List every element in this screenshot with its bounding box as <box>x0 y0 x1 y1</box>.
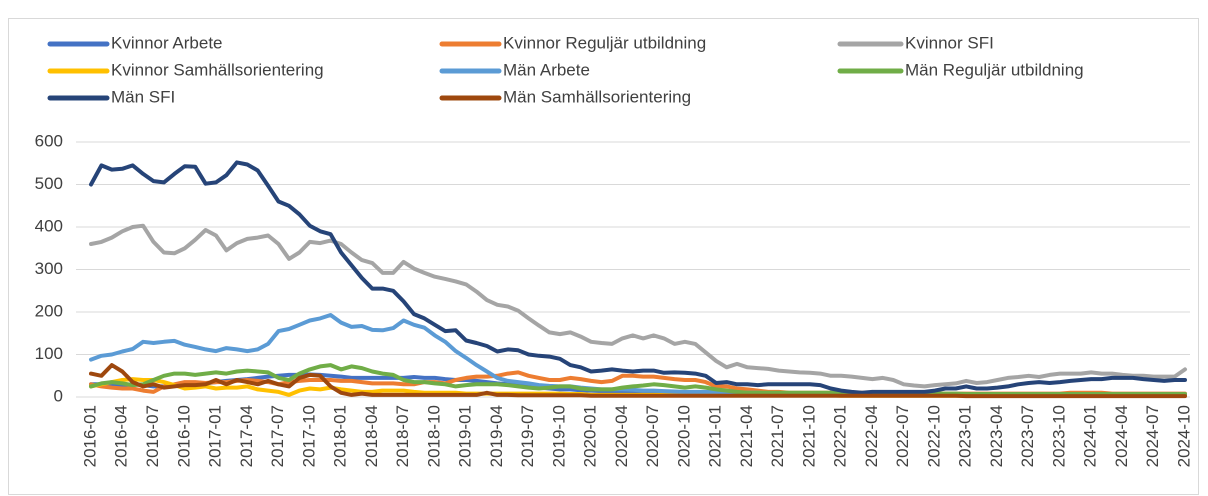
chart-frame <box>8 18 1199 495</box>
y-tick-label: 500 <box>35 174 63 193</box>
x-tick-label: 2023-01 <box>956 405 975 467</box>
series-line <box>89 223 1187 389</box>
x-tick-label: 2017-10 <box>299 405 318 467</box>
x-tick-label: 2019-07 <box>518 405 537 467</box>
series-line <box>89 363 1187 399</box>
x-tick-label: 2024-07 <box>1143 405 1162 467</box>
x-tick-label: 2023-04 <box>987 405 1006 467</box>
legend-label: Män Reguljär utbildning <box>905 60 1084 79</box>
series-line <box>89 363 1187 396</box>
x-tick-label: 2020-10 <box>674 405 693 467</box>
x-tick-label: 2018-10 <box>424 405 443 467</box>
x-tick-label: 2018-04 <box>362 405 381 467</box>
y-tick-label: 200 <box>35 301 63 320</box>
y-tick-label: 100 <box>35 344 63 363</box>
legend-label: Kvinnor SFI <box>905 33 994 52</box>
x-tick-label: 2016-10 <box>174 405 193 467</box>
x-tick-label: 2017-01 <box>206 405 225 467</box>
legend-label: Kvinnor Reguljär utbildning <box>503 33 706 52</box>
x-tick-label: 2021-10 <box>799 405 818 467</box>
legend-label: Kvinnor Samhällsorientering <box>111 60 324 79</box>
series-line <box>89 160 1187 395</box>
legend-label: Män Samhällsorientering <box>503 87 691 106</box>
x-tick-label: 2021-04 <box>737 405 756 467</box>
x-tick-label: 2016-07 <box>143 405 162 467</box>
y-tick-label: 300 <box>35 259 63 278</box>
x-tick-label: 2024-04 <box>1112 405 1131 467</box>
y-tick-label: 600 <box>35 131 63 150</box>
x-tick-label: 2020-01 <box>581 405 600 467</box>
x-tick-label: 2022-01 <box>831 405 850 467</box>
x-tick-label: 2016-01 <box>80 405 99 467</box>
legend-label: Män SFI <box>111 87 175 106</box>
x-tick-label: 2017-04 <box>237 405 256 467</box>
x-tick-label: 2020-04 <box>612 405 631 467</box>
x-tick-label: 2016-04 <box>112 405 131 467</box>
x-tick-label: 2022-04 <box>862 405 881 467</box>
x-tick-label: 2018-01 <box>331 405 350 467</box>
x-tick-label: 2021-07 <box>768 405 787 467</box>
x-tick-label: 2019-01 <box>456 405 475 467</box>
x-tick-label: 2023-07 <box>1018 405 1037 467</box>
x-tick-label: 2019-10 <box>549 405 568 467</box>
x-tick-label: 2023-10 <box>1049 405 1068 467</box>
x-tick-label: 2017-07 <box>268 405 287 467</box>
y-tick-label: 0 <box>54 386 63 405</box>
x-tick-label: 2020-07 <box>643 405 662 467</box>
y-tick-label: 400 <box>35 216 63 235</box>
x-tick-label: 2024-01 <box>1081 405 1100 467</box>
x-tick-label: 2022-07 <box>893 405 912 467</box>
x-tick-label: 2018-07 <box>393 405 412 467</box>
x-tick-label: 2024-10 <box>1174 405 1193 467</box>
x-tick-label: 2022-10 <box>924 405 943 467</box>
x-tick-label: 2021-01 <box>706 405 725 467</box>
legend-label: Män Arbete <box>503 60 590 79</box>
x-tick-label: 2019-04 <box>487 405 506 467</box>
legend-label: Kvinnor Arbete <box>111 33 223 52</box>
